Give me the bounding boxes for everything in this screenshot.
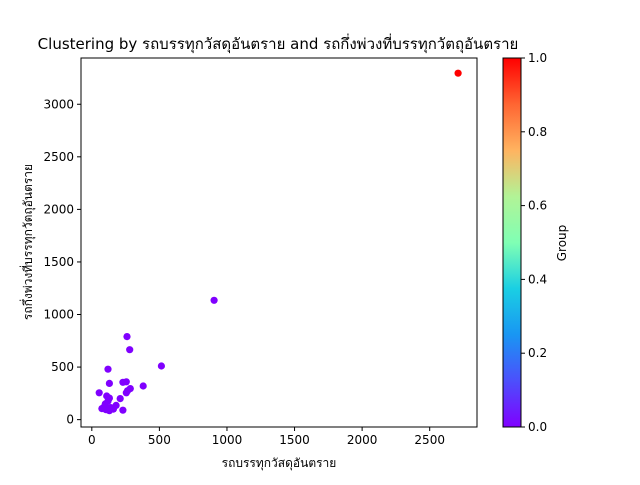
y-tick-label: 2000 — [43, 202, 74, 216]
data-point — [105, 379, 113, 387]
y-tick-label: 2500 — [43, 150, 74, 164]
data-point — [123, 333, 131, 341]
data-point — [104, 365, 112, 373]
colorbar-tick-label: 0.0 — [528, 420, 547, 434]
data-point — [139, 382, 147, 390]
data-point — [119, 406, 127, 414]
data-point — [210, 296, 218, 304]
x-tick-label: 0 — [88, 433, 96, 447]
colorbar-tick-label: 0.4 — [528, 272, 547, 286]
y-tick-label: 1500 — [43, 255, 74, 269]
y-tick-label: 500 — [51, 360, 74, 374]
y-tick-label: 0 — [66, 413, 74, 427]
y-tick-label: 1000 — [43, 308, 74, 322]
chart-title: Clustering by รถบรรทุกวัสดุอันตราย and ร… — [38, 33, 519, 54]
colorbar-tick-label: 1.0 — [528, 51, 547, 65]
data-point — [454, 69, 462, 77]
x-axis-label: รถบรรทุกวัสดุอันตราย — [222, 456, 337, 471]
plot-area — [80, 57, 478, 428]
plot-frame — [80, 57, 478, 428]
colorbar: 0.0 0.2 0.4 0.6 0.8 1.0 Group — [502, 51, 569, 434]
data-point — [157, 362, 165, 370]
colorbar-ticks: 0.0 0.2 0.4 0.6 0.8 1.0 — [521, 51, 547, 434]
plot-background — [81, 58, 477, 427]
colorbar-tick-label: 0.2 — [528, 346, 547, 360]
x-tick-label: 2500 — [414, 433, 445, 447]
x-tick-label: 1500 — [279, 433, 310, 447]
data-point — [116, 395, 124, 403]
y-axis-label: รถกึ่งพ่วงที่บรรทุกวัตถุอันตราย — [19, 164, 36, 320]
data-point — [122, 389, 130, 397]
x-axis-ticks: 0 500 1000 1500 2000 2500 — [88, 427, 445, 447]
colorbar-tick-label: 0.6 — [528, 199, 547, 213]
colorbar-gradient — [502, 57, 522, 428]
points-layer — [95, 69, 462, 415]
x-tick-label: 500 — [148, 433, 171, 447]
y-axis-ticks: 0 500 1000 1500 2000 2500 3000 — [43, 97, 81, 427]
data-point — [95, 389, 103, 397]
colorbar-tick-label: 0.8 — [528, 125, 547, 139]
data-point — [126, 346, 134, 354]
y-tick-label: 3000 — [43, 97, 74, 111]
x-tick-label: 1000 — [212, 433, 243, 447]
data-point — [105, 407, 113, 415]
x-tick-label: 2000 — [347, 433, 378, 447]
colorbar-label: Group — [555, 225, 569, 262]
data-point — [122, 378, 130, 386]
